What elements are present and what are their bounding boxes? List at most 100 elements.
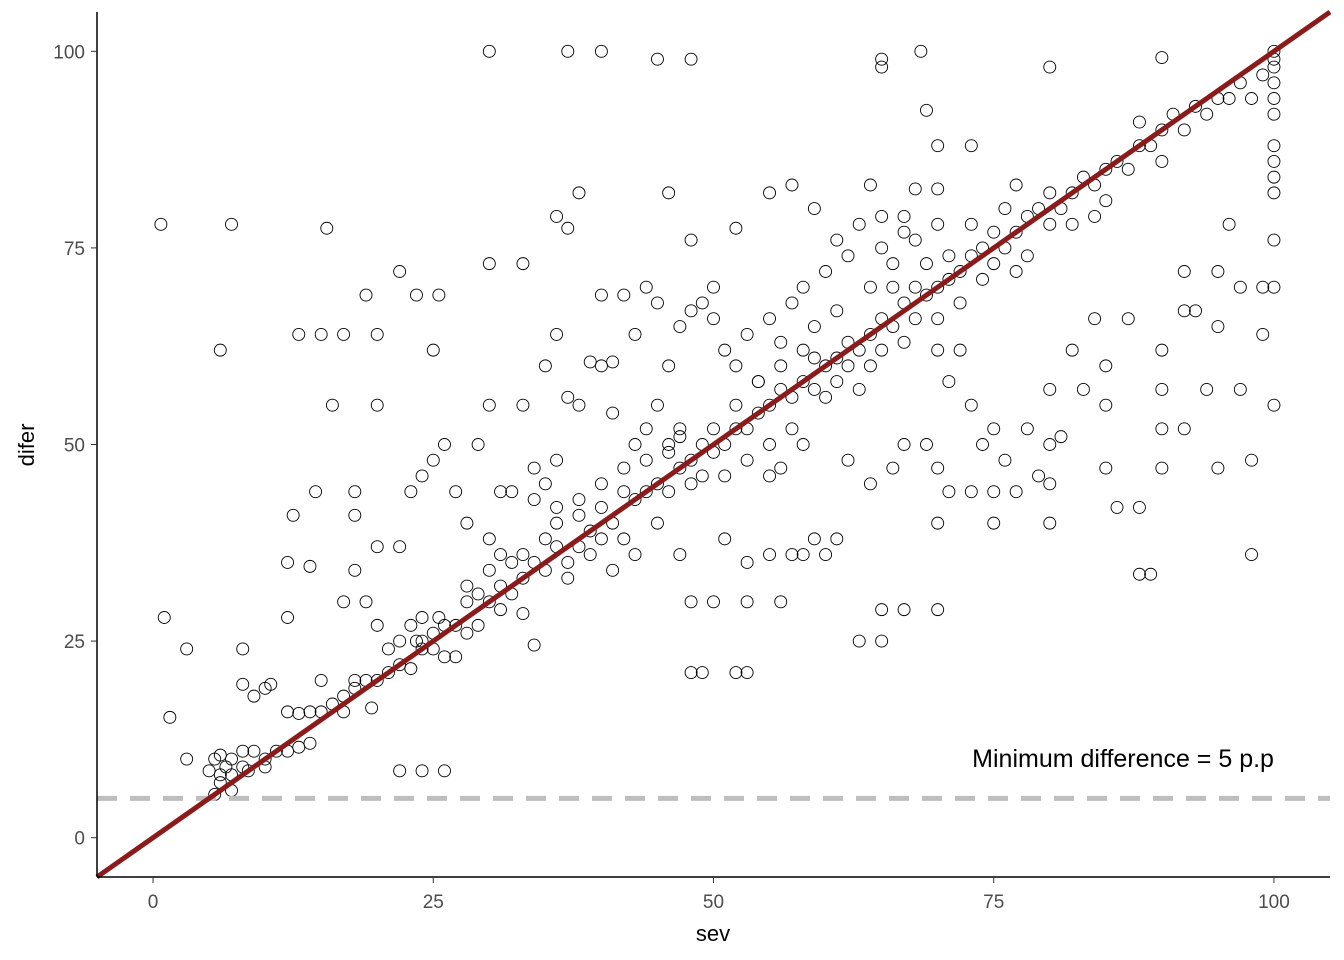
data-point: [920, 103, 933, 117]
data-point: [381, 642, 395, 656]
data-point: [370, 398, 384, 412]
data-point: [651, 296, 664, 310]
data-point: [1211, 320, 1225, 333]
data-point: [381, 666, 395, 679]
data-point: [684, 477, 698, 491]
data-point: [673, 430, 687, 444]
data-point: [561, 390, 575, 404]
data-point: [236, 677, 250, 691]
data-point: [1233, 383, 1247, 396]
data-point: [953, 343, 967, 357]
data-point: [1222, 92, 1236, 105]
data-point: [707, 595, 720, 609]
data-point: [964, 139, 978, 153]
data-point: [1043, 477, 1057, 491]
data-point: [460, 579, 474, 593]
data-point: [225, 217, 238, 231]
data-point: [482, 44, 496, 58]
data-point: [286, 508, 300, 522]
data-point: [583, 524, 597, 538]
data-point: [482, 257, 496, 271]
data-point: [281, 611, 295, 624]
data-point: [1256, 327, 1270, 341]
data-point: [617, 532, 631, 546]
y-tick-label: 25: [64, 632, 85, 653]
data-point: [1177, 123, 1191, 137]
data-point: [269, 744, 283, 758]
data-point: [1155, 461, 1169, 475]
data-point: [393, 540, 407, 554]
data-point: [320, 221, 334, 235]
data-point: [1099, 398, 1113, 412]
data-point: [886, 257, 900, 271]
data-point: [875, 210, 889, 223]
data-point: [561, 44, 575, 58]
data-point: [841, 359, 855, 373]
data-point: [662, 445, 676, 459]
x-tick-label: 100: [1258, 892, 1290, 913]
data-point: [931, 182, 945, 196]
data-point: [225, 752, 238, 766]
data-point: [1088, 312, 1102, 326]
data-point: [482, 595, 496, 609]
data-point: [516, 607, 530, 621]
data-point: [1009, 485, 1023, 499]
data-point: [1099, 461, 1113, 475]
data-point: [516, 398, 530, 412]
data-point: [807, 383, 821, 396]
data-point: [628, 438, 642, 451]
data-point: [370, 618, 384, 632]
data-point: [830, 375, 844, 389]
data-point: [1132, 139, 1146, 153]
data-point: [460, 626, 474, 640]
data-point: [1065, 217, 1079, 231]
data-point: [942, 485, 956, 499]
data-point: [651, 398, 664, 412]
data-point: [219, 760, 233, 774]
data-point: [1245, 453, 1258, 467]
data-point: [337, 327, 351, 341]
data-point: [1267, 60, 1281, 74]
axis-ticks: 0 25 50 75 100 0 25 50 75 100: [53, 42, 1290, 913]
data-point: [561, 556, 575, 569]
x-tick-label: 50: [703, 892, 724, 913]
data-point: [718, 469, 732, 483]
data-point: [438, 650, 451, 664]
data-point: [875, 634, 889, 648]
data-point: [494, 485, 507, 499]
data-point: [527, 638, 541, 652]
data-point: [393, 764, 407, 778]
data-point: [914, 44, 928, 58]
data-point: [617, 288, 631, 302]
data-point: [1020, 249, 1034, 263]
data-point: [628, 493, 642, 506]
data-point: [763, 186, 776, 200]
data-point: [819, 390, 833, 404]
data-point: [796, 280, 810, 294]
data-point: [796, 548, 810, 562]
data-point: [572, 508, 586, 522]
data-point: [594, 359, 608, 373]
data-point: [774, 359, 788, 373]
data-point: [1144, 567, 1158, 581]
data-point: [1088, 210, 1102, 223]
data-point: [807, 202, 821, 216]
data-point: [763, 312, 776, 326]
data-point: [247, 689, 261, 703]
data-point: [897, 225, 911, 239]
data-point: [931, 217, 945, 231]
data-point: [365, 701, 379, 715]
data-point: [976, 438, 989, 451]
data-point: [673, 548, 687, 562]
data-point: [931, 461, 945, 475]
data-point: [438, 438, 451, 451]
data-point: [886, 280, 900, 294]
data-point: [617, 461, 631, 475]
data-point: [785, 296, 799, 310]
data-point: [460, 595, 474, 609]
data-point: [639, 485, 653, 499]
data-point: [729, 359, 743, 373]
data-point: [628, 327, 642, 341]
data-point: [639, 422, 653, 436]
